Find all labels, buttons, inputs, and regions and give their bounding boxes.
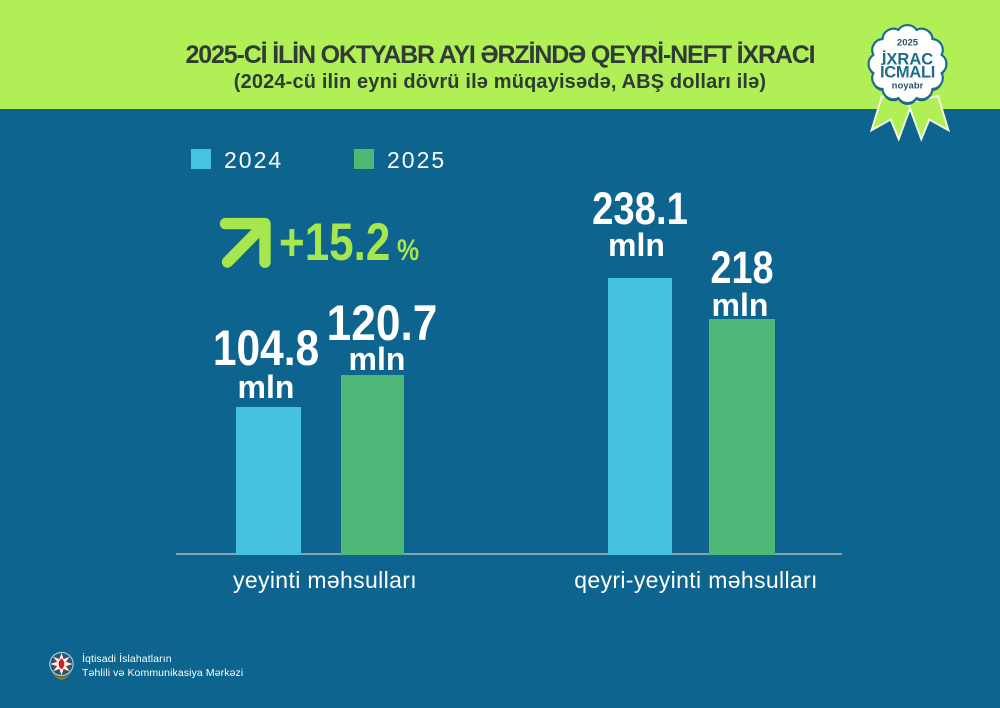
svg-text:İXRAC: İXRAC	[882, 51, 933, 69]
svg-text:noyabr: noyabr	[892, 81, 924, 92]
svg-text:2025: 2025	[897, 38, 919, 49]
svg-text:İCMALI: İCMALI	[880, 64, 935, 82]
